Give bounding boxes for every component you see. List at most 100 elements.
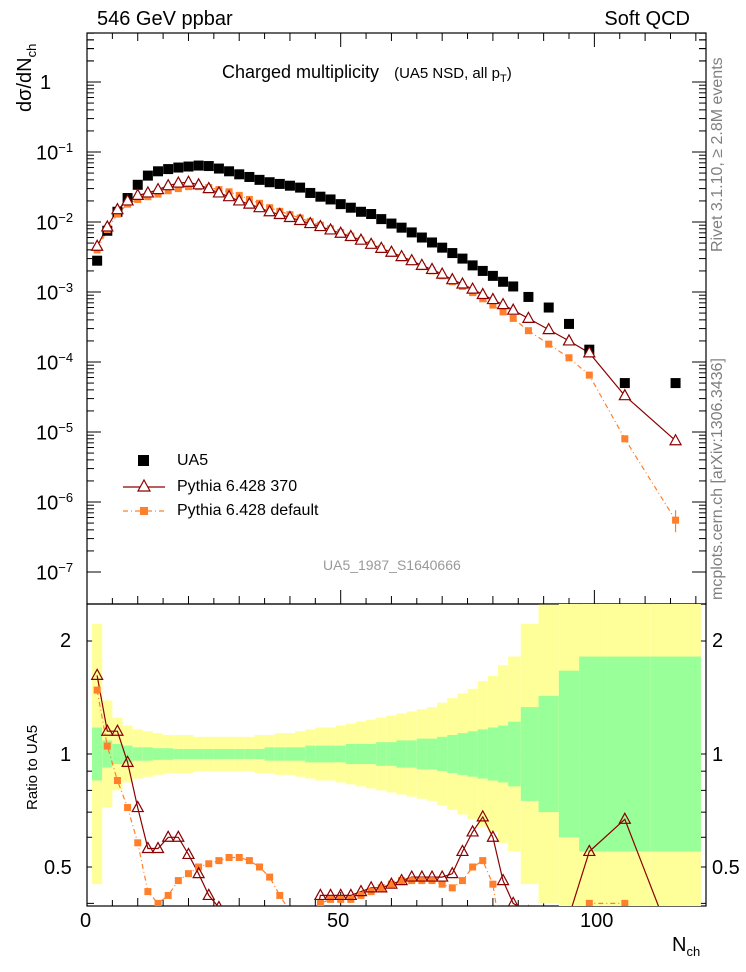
band-inner-40 (497, 725, 509, 783)
main-point-pythia370-3 (121, 193, 135, 206)
main-point-pythia370-43 (542, 322, 556, 335)
main-point-ua5-41 (508, 281, 519, 292)
band-inner-17 (264, 747, 275, 761)
main-point-pythia370-5 (141, 185, 155, 198)
band-inner-12 (213, 749, 224, 759)
main-point-ua5-26 (355, 206, 366, 217)
ratio-point-pythia370-24 (334, 888, 348, 901)
plot-title-sub: (UA5 NSD, all pT) (394, 65, 512, 85)
ratio-point-pythia370-32 (415, 869, 429, 882)
ratio-point-pythiadefault-28 (377, 884, 385, 892)
plot-title: Charged multiplicity (UA5 NSD, all pT) (222, 62, 512, 85)
ratio-point-pythiadefault-14 (235, 854, 243, 862)
main-point-pythiadefault-39 (489, 301, 497, 309)
main-point-ua5-35 (447, 248, 458, 259)
main-point-ua5-19 (284, 180, 295, 191)
band-inner-13 (223, 749, 235, 759)
ratio-point-pythia370-7 (161, 830, 175, 842)
main-point-pythia370-39 (486, 292, 500, 305)
ratio-point-pythia370-10 (192, 866, 206, 879)
main-series-group (90, 160, 683, 533)
ratio-point-pythiadefault-9 (184, 870, 192, 878)
main-point-ua5-5 (142, 170, 153, 181)
ratio-point-pythiadefault-7 (164, 891, 172, 899)
band-inner-37 (467, 731, 478, 777)
ratio-point-pythiadefault-18 (276, 891, 284, 899)
legend-marker-ua5 (138, 455, 149, 466)
header-right-label: Soft QCD (604, 8, 690, 30)
band-inner-46 (607, 656, 651, 852)
ratio-point-pythia370-11 (202, 888, 216, 901)
ratio-point-pythia370-5 (141, 841, 155, 854)
ratio-point-pythiadefault-40 (500, 947, 507, 954)
ratio-point-pythia370-20 (295, 934, 306, 944)
main-point-ua5-33 (427, 237, 438, 248)
y-tick-base-7: 10 (36, 562, 59, 585)
main-point-pythia370-37 (466, 281, 480, 294)
ratio-point-pythiadefault-45 (585, 899, 593, 906)
main-point-ua5-17 (264, 177, 275, 188)
band-inner-4 (132, 747, 143, 761)
main-point-ua5-39 (487, 270, 498, 281)
ratio-point-pythia370-31 (405, 869, 419, 882)
band-inner-25 (345, 743, 356, 765)
ratio-point-pythia370-17 (264, 929, 275, 939)
ratio-point-pythia370-43 (543, 929, 554, 939)
main-point-pythia370-44 (562, 333, 576, 346)
y-tick-exp-2: −2 (58, 210, 74, 225)
y-axis-ratio-label: Ratio to UA5 (24, 724, 41, 810)
band-inner-31 (406, 740, 417, 768)
y-tick-base-4: 10 (36, 352, 59, 375)
main-point-pythiadefault-8 (174, 185, 182, 193)
ratio-point-pythia370-9 (181, 847, 195, 860)
main-point-ua5-37 (467, 260, 478, 271)
main-point-pythia370-19 (283, 210, 297, 223)
main-point-pythia370-32 (415, 258, 429, 270)
main-point-pythia370-18 (273, 207, 287, 220)
ratio-point-pythiadefault-0 (93, 686, 101, 694)
main-line-pythia370 (96, 181, 676, 442)
x-tick-label-100: 100 (580, 910, 614, 932)
y-tick-base-3: 10 (36, 282, 59, 305)
band-inner-34 (437, 736, 448, 772)
ratio-point-pythiadefault-37 (469, 863, 477, 871)
main-point-pythiadefault-40 (499, 308, 507, 316)
ratio-point-pythiadefault-11 (205, 860, 213, 868)
band-inner-16 (254, 749, 265, 759)
ratio-point-pythia370-2 (110, 723, 124, 736)
header-left-label: 546 GeV ppbar (97, 8, 233, 30)
main-point-pythiadefault-42 (524, 327, 532, 335)
main-point-ua5-25 (345, 202, 356, 213)
band-inner-35 (447, 735, 458, 773)
main-point-ua5-30 (396, 222, 407, 233)
legend-entry-pythia370: Pythia 6.428 370 (177, 478, 298, 495)
ratio-tick-right-05: 0.5 (712, 857, 740, 879)
y-tick-exp-1: −1 (58, 140, 74, 155)
band-inner-24 (335, 745, 346, 763)
main-point-ua5-12 (213, 163, 224, 174)
main-point-pythia370-38 (476, 287, 490, 300)
main-point-pythia370-28 (374, 241, 388, 253)
plot-title-sub-subscript: T (499, 73, 507, 85)
y-tick-label-5: 10−5 (36, 420, 73, 446)
ratio-point-pythia370-42 (527, 904, 530, 906)
ratio-point-pythia370-6 (151, 841, 165, 854)
main-point-pythia370-4 (131, 188, 145, 200)
ratio-point-pythiadefault-20 (297, 917, 304, 924)
y-tick-label-4: 10−4 (36, 350, 73, 376)
ratio-tick-left-05: 0.5 (44, 857, 72, 879)
ratio-point-pythia370-40 (496, 873, 510, 886)
axis-ticks (86, 32, 706, 906)
main-point-pythia370-10 (192, 177, 206, 190)
y-tick-label-0: 1 (40, 72, 51, 95)
ratio-tick-left-1: 1 (60, 744, 72, 766)
main-point-ua5-22 (315, 191, 326, 202)
ratio-tick-right-1: 1 (712, 744, 724, 766)
ratio-point-pythiadefault-17 (266, 873, 274, 881)
main-point-pythiadefault-7 (164, 187, 172, 195)
main-point-pythia370-1 (100, 219, 114, 232)
band-inner-22 (315, 745, 326, 763)
main-point-ua5-28 (376, 214, 387, 225)
main-point-pythia370-36 (455, 276, 469, 289)
band-inner-30 (396, 740, 407, 768)
